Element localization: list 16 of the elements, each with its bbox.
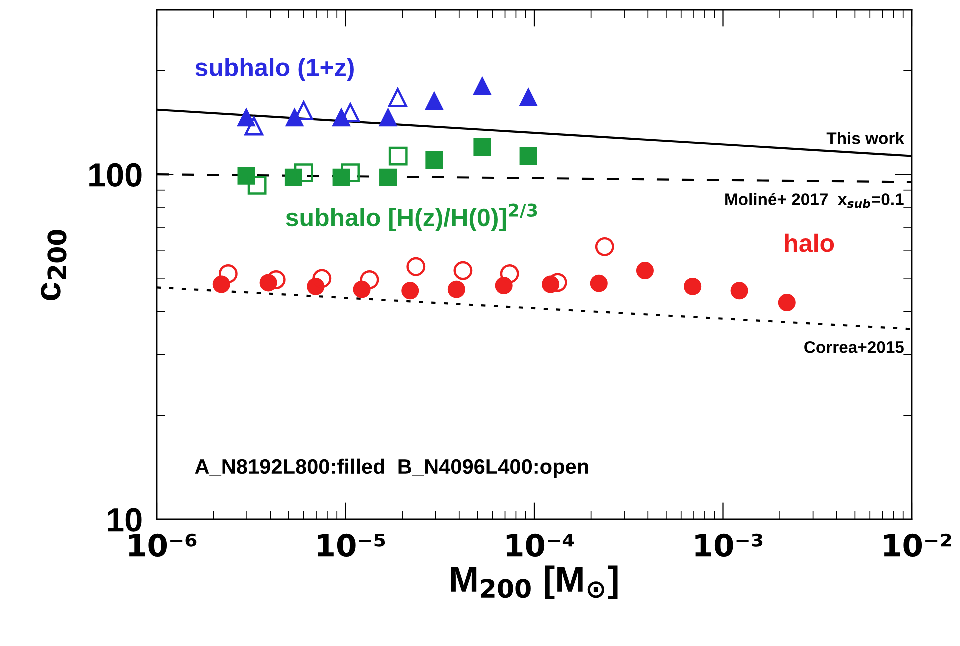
y-axis-title: c$_{200}$ <box>41 230 67 301</box>
x-tick-label: 10⁻³ <box>696 534 763 558</box>
series-label: halo <box>785 234 834 252</box>
x-tick-label: 10⁻⁶ <box>129 534 197 558</box>
x-tick-label: 10⁻⁴ <box>506 534 574 558</box>
annotation: This work <box>826 132 904 144</box>
x-tick-label: 10⁻² <box>884 534 952 558</box>
x-axis-title: M$_{200}$ [M$_{⊙}$] <box>451 566 618 600</box>
annotation: Correa+2015 <box>804 341 904 354</box>
y-tick-label: 10 <box>108 508 142 532</box>
series-label: subhalo (1+z) <box>196 58 354 82</box>
annotation: A_N8192L800:filled B_N4096L400:open <box>195 458 588 478</box>
y-tick-label: 100 <box>90 163 142 187</box>
series-label: subhalo [H(z)/H(0)]$^{2/3}$ <box>286 204 538 232</box>
annotation: Moliné+ 2017 x$_{sub}$=0.1 <box>726 193 904 208</box>
x-tick-label: 10⁻⁵ <box>318 534 386 558</box>
